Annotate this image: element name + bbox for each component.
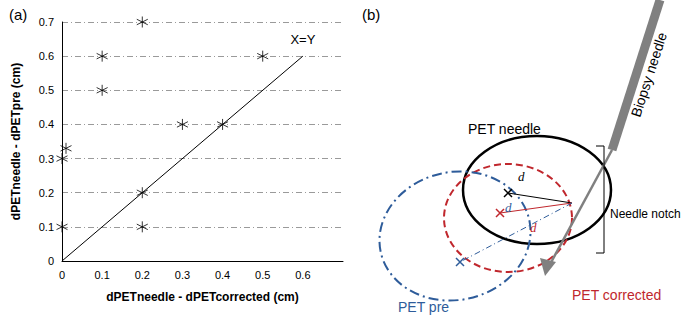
- svg-text:0.6: 0.6: [39, 50, 54, 62]
- svg-text:X=Y: X=Y: [290, 32, 315, 47]
- svg-text:0.4: 0.4: [39, 118, 54, 130]
- svg-text:Needle notch: Needle notch: [610, 207, 681, 221]
- svg-text:d: d: [530, 220, 537, 235]
- svg-text:0.1: 0.1: [94, 269, 109, 281]
- svg-text:0.6: 0.6: [295, 269, 310, 281]
- svg-text:(a): (a): [9, 6, 27, 23]
- svg-text:Biopsy needle: Biopsy needle: [628, 30, 670, 119]
- svg-text:0.5: 0.5: [39, 84, 54, 96]
- svg-text:PET corrected: PET corrected: [572, 287, 661, 303]
- svg-text:0.3: 0.3: [39, 153, 54, 165]
- svg-text:0.3: 0.3: [175, 269, 190, 281]
- svg-text:PET needle: PET needle: [468, 121, 541, 137]
- svg-text:PET pre: PET pre: [398, 299, 449, 315]
- svg-text:0.2: 0.2: [39, 187, 54, 199]
- svg-text:0.7: 0.7: [39, 16, 54, 28]
- svg-text:dPETneedle - dPETcorrected (cm: dPETneedle - dPETcorrected (cm): [106, 290, 299, 304]
- svg-text:d: d: [518, 169, 525, 184]
- svg-text:0.2: 0.2: [135, 269, 150, 281]
- svg-text:0: 0: [59, 269, 65, 281]
- svg-text:0.1: 0.1: [39, 221, 54, 233]
- svg-text:0: 0: [48, 255, 54, 267]
- svg-text:dPETneedle - dPETpre (cm): dPETneedle - dPETpre (cm): [9, 63, 23, 220]
- svg-text:0.5: 0.5: [255, 269, 270, 281]
- svg-text:0.4: 0.4: [215, 269, 230, 281]
- svg-text:d: d: [505, 200, 512, 215]
- svg-text:(b): (b): [362, 6, 380, 23]
